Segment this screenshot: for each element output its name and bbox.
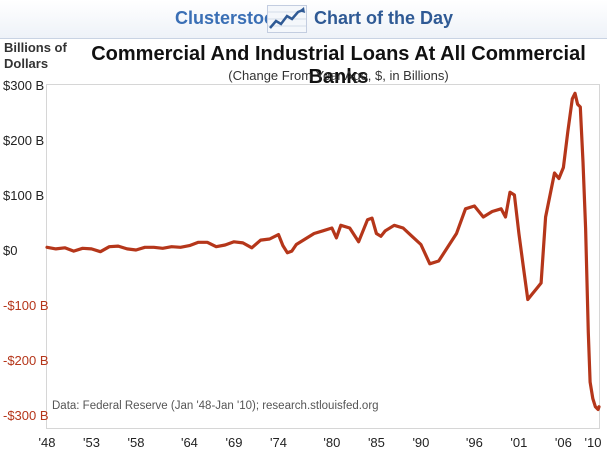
x-tick-label: '80 [323, 435, 340, 450]
x-tick-label: '69 [225, 435, 242, 450]
x-tick-label: '96 [466, 435, 483, 450]
x-tick-label: '01 [510, 435, 527, 450]
y-tick-label: -$300 B [3, 408, 49, 423]
chart-title: Commercial And Industrial Loans At All C… [91, 43, 586, 88]
y-tick-label: $300 B [3, 78, 44, 93]
x-tick-label: '58 [128, 435, 145, 450]
x-tick-label: '06 [555, 435, 572, 450]
y-tick-label: $0 [3, 243, 17, 258]
x-tick-label: '10 [585, 435, 602, 450]
chart-of-the-day-label: Chart of the Day [314, 8, 454, 28]
header-banner: Clusterstock Chart of the Day [0, 0, 607, 39]
x-tick-label: '90 [412, 435, 429, 450]
chart-subtitle: (Change From Year Ago, $, in Billions) [228, 68, 449, 83]
source-note: Data: Federal Reserve (Jan '48-Jan '10);… [52, 400, 379, 412]
chart-trend-icon [267, 5, 307, 33]
x-tick-label: '53 [83, 435, 100, 450]
y-tick-label: -$200 B [3, 353, 49, 368]
y-tick-label: -$100 B [3, 298, 49, 313]
brand-name[interactable]: Clusterstock [175, 8, 285, 28]
x-tick-label: '48 [39, 435, 56, 450]
x-tick-label: '64 [181, 435, 198, 450]
x-tick-label: '74 [270, 435, 287, 450]
y-tick-label: $200 B [3, 133, 44, 148]
y-tick-label: $100 B [3, 188, 44, 203]
y-axis-title: Billions of Dollars [4, 40, 67, 71]
x-tick-label: '85 [368, 435, 385, 450]
plot-frame [46, 84, 600, 429]
loan-change-line [45, 91, 601, 412]
